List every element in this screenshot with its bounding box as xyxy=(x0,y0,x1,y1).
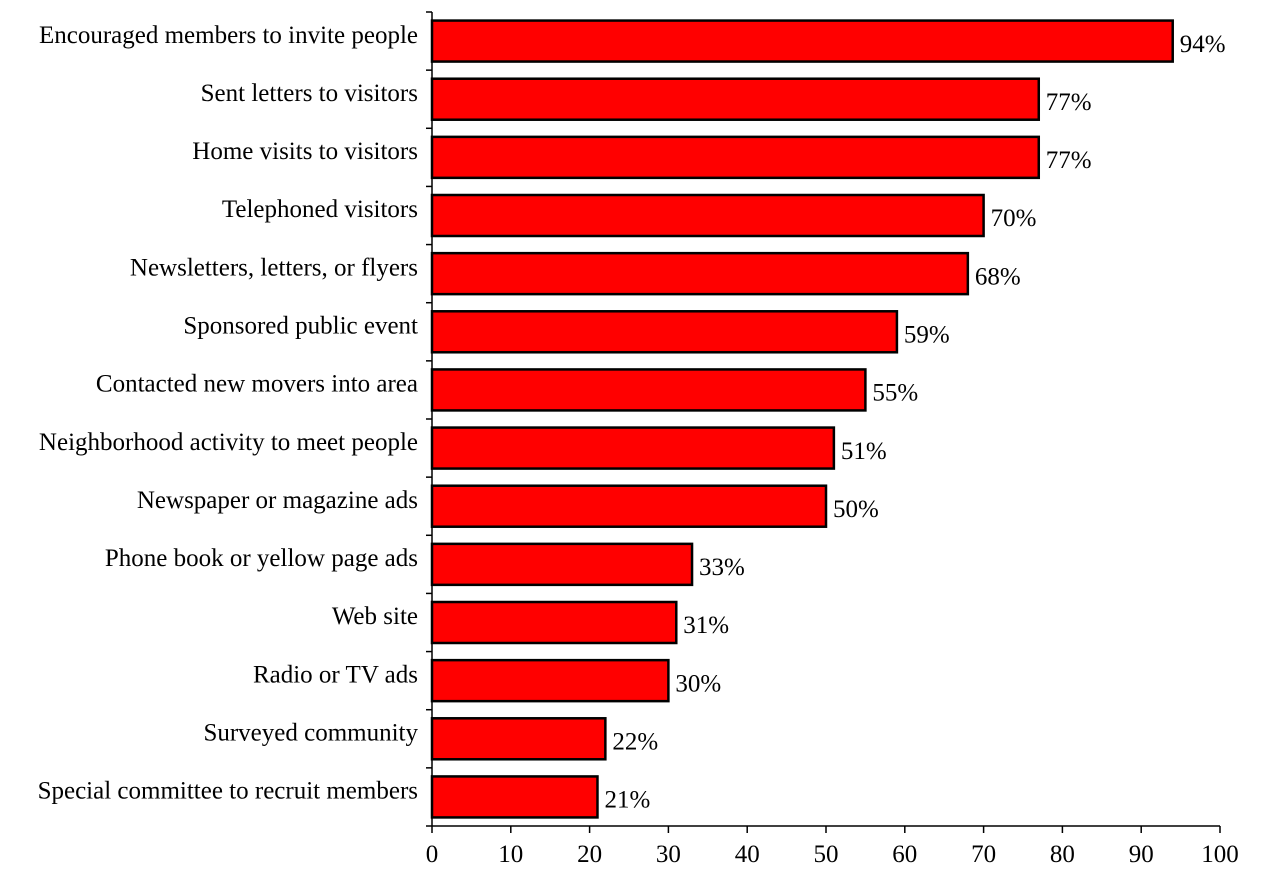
bar xyxy=(430,658,670,703)
labels-layer: Encouraged members to invite people 94% Se… xyxy=(38,22,1239,868)
data-label: 94% xyxy=(1180,31,1226,58)
x-tick-label: 60 xyxy=(892,841,917,868)
bar xyxy=(430,251,970,296)
data-label: 77% xyxy=(1046,147,1092,174)
x-tick-label: 100 xyxy=(1201,841,1239,868)
x-tick-label: 10 xyxy=(498,841,523,868)
bar xyxy=(430,310,899,354)
category-label: Sponsored public event xyxy=(183,313,418,340)
bar xyxy=(430,193,985,238)
x-tick-label: 90 xyxy=(1129,841,1154,868)
bar xyxy=(430,135,1041,180)
x-tick-label: 50 xyxy=(814,841,839,868)
data-label: 59% xyxy=(904,322,950,349)
bar xyxy=(430,600,678,645)
category-label: Phone book or yellow page ads xyxy=(105,545,418,572)
bar xyxy=(430,717,607,761)
x-tick-label: 30 xyxy=(656,841,681,868)
bar xyxy=(430,368,867,412)
x-tick-label: 80 xyxy=(1050,841,1075,868)
x-tick-label: 40 xyxy=(735,841,760,868)
bar xyxy=(430,426,836,470)
data-label: 68% xyxy=(975,263,1021,290)
data-label: 30% xyxy=(675,670,721,697)
category-label: Telephoned visitors xyxy=(222,196,418,223)
bar xyxy=(430,19,1174,63)
category-label: Encouraged members to invite people xyxy=(39,22,418,49)
data-label: 22% xyxy=(612,729,658,756)
category-label: Contacted new movers into area xyxy=(96,371,418,398)
data-label: 51% xyxy=(841,438,887,465)
data-label: 33% xyxy=(699,554,745,581)
data-label: 50% xyxy=(833,496,879,523)
category-label: Newspaper or magazine ads xyxy=(137,487,418,514)
bars-layer xyxy=(430,19,1174,819)
category-label: Newsletters, letters, or flyers xyxy=(130,254,418,281)
category-label: Radio or TV ads xyxy=(253,661,418,688)
category-label: Sent letters to visitors xyxy=(201,80,418,107)
data-label: 31% xyxy=(683,612,729,639)
data-label: 70% xyxy=(991,205,1037,232)
category-label: Surveyed community xyxy=(203,720,418,747)
bar xyxy=(430,484,828,528)
category-label: Neighborhood activity to meet people xyxy=(39,429,418,456)
x-tick-label: 0 xyxy=(426,841,439,868)
x-tick-label: 20 xyxy=(577,841,602,868)
data-label: 55% xyxy=(872,380,918,407)
bar xyxy=(430,77,1041,121)
category-label: Home visits to visitors xyxy=(192,138,418,165)
axes-layer xyxy=(426,11,1221,833)
data-label: 77% xyxy=(1046,89,1092,116)
x-tick-label: 70 xyxy=(971,841,996,868)
category-label: Special committee to recruit members xyxy=(38,778,418,805)
bar xyxy=(430,542,694,587)
bar xyxy=(430,775,599,819)
category-label: Web site xyxy=(332,603,418,630)
data-label: 21% xyxy=(604,787,650,814)
